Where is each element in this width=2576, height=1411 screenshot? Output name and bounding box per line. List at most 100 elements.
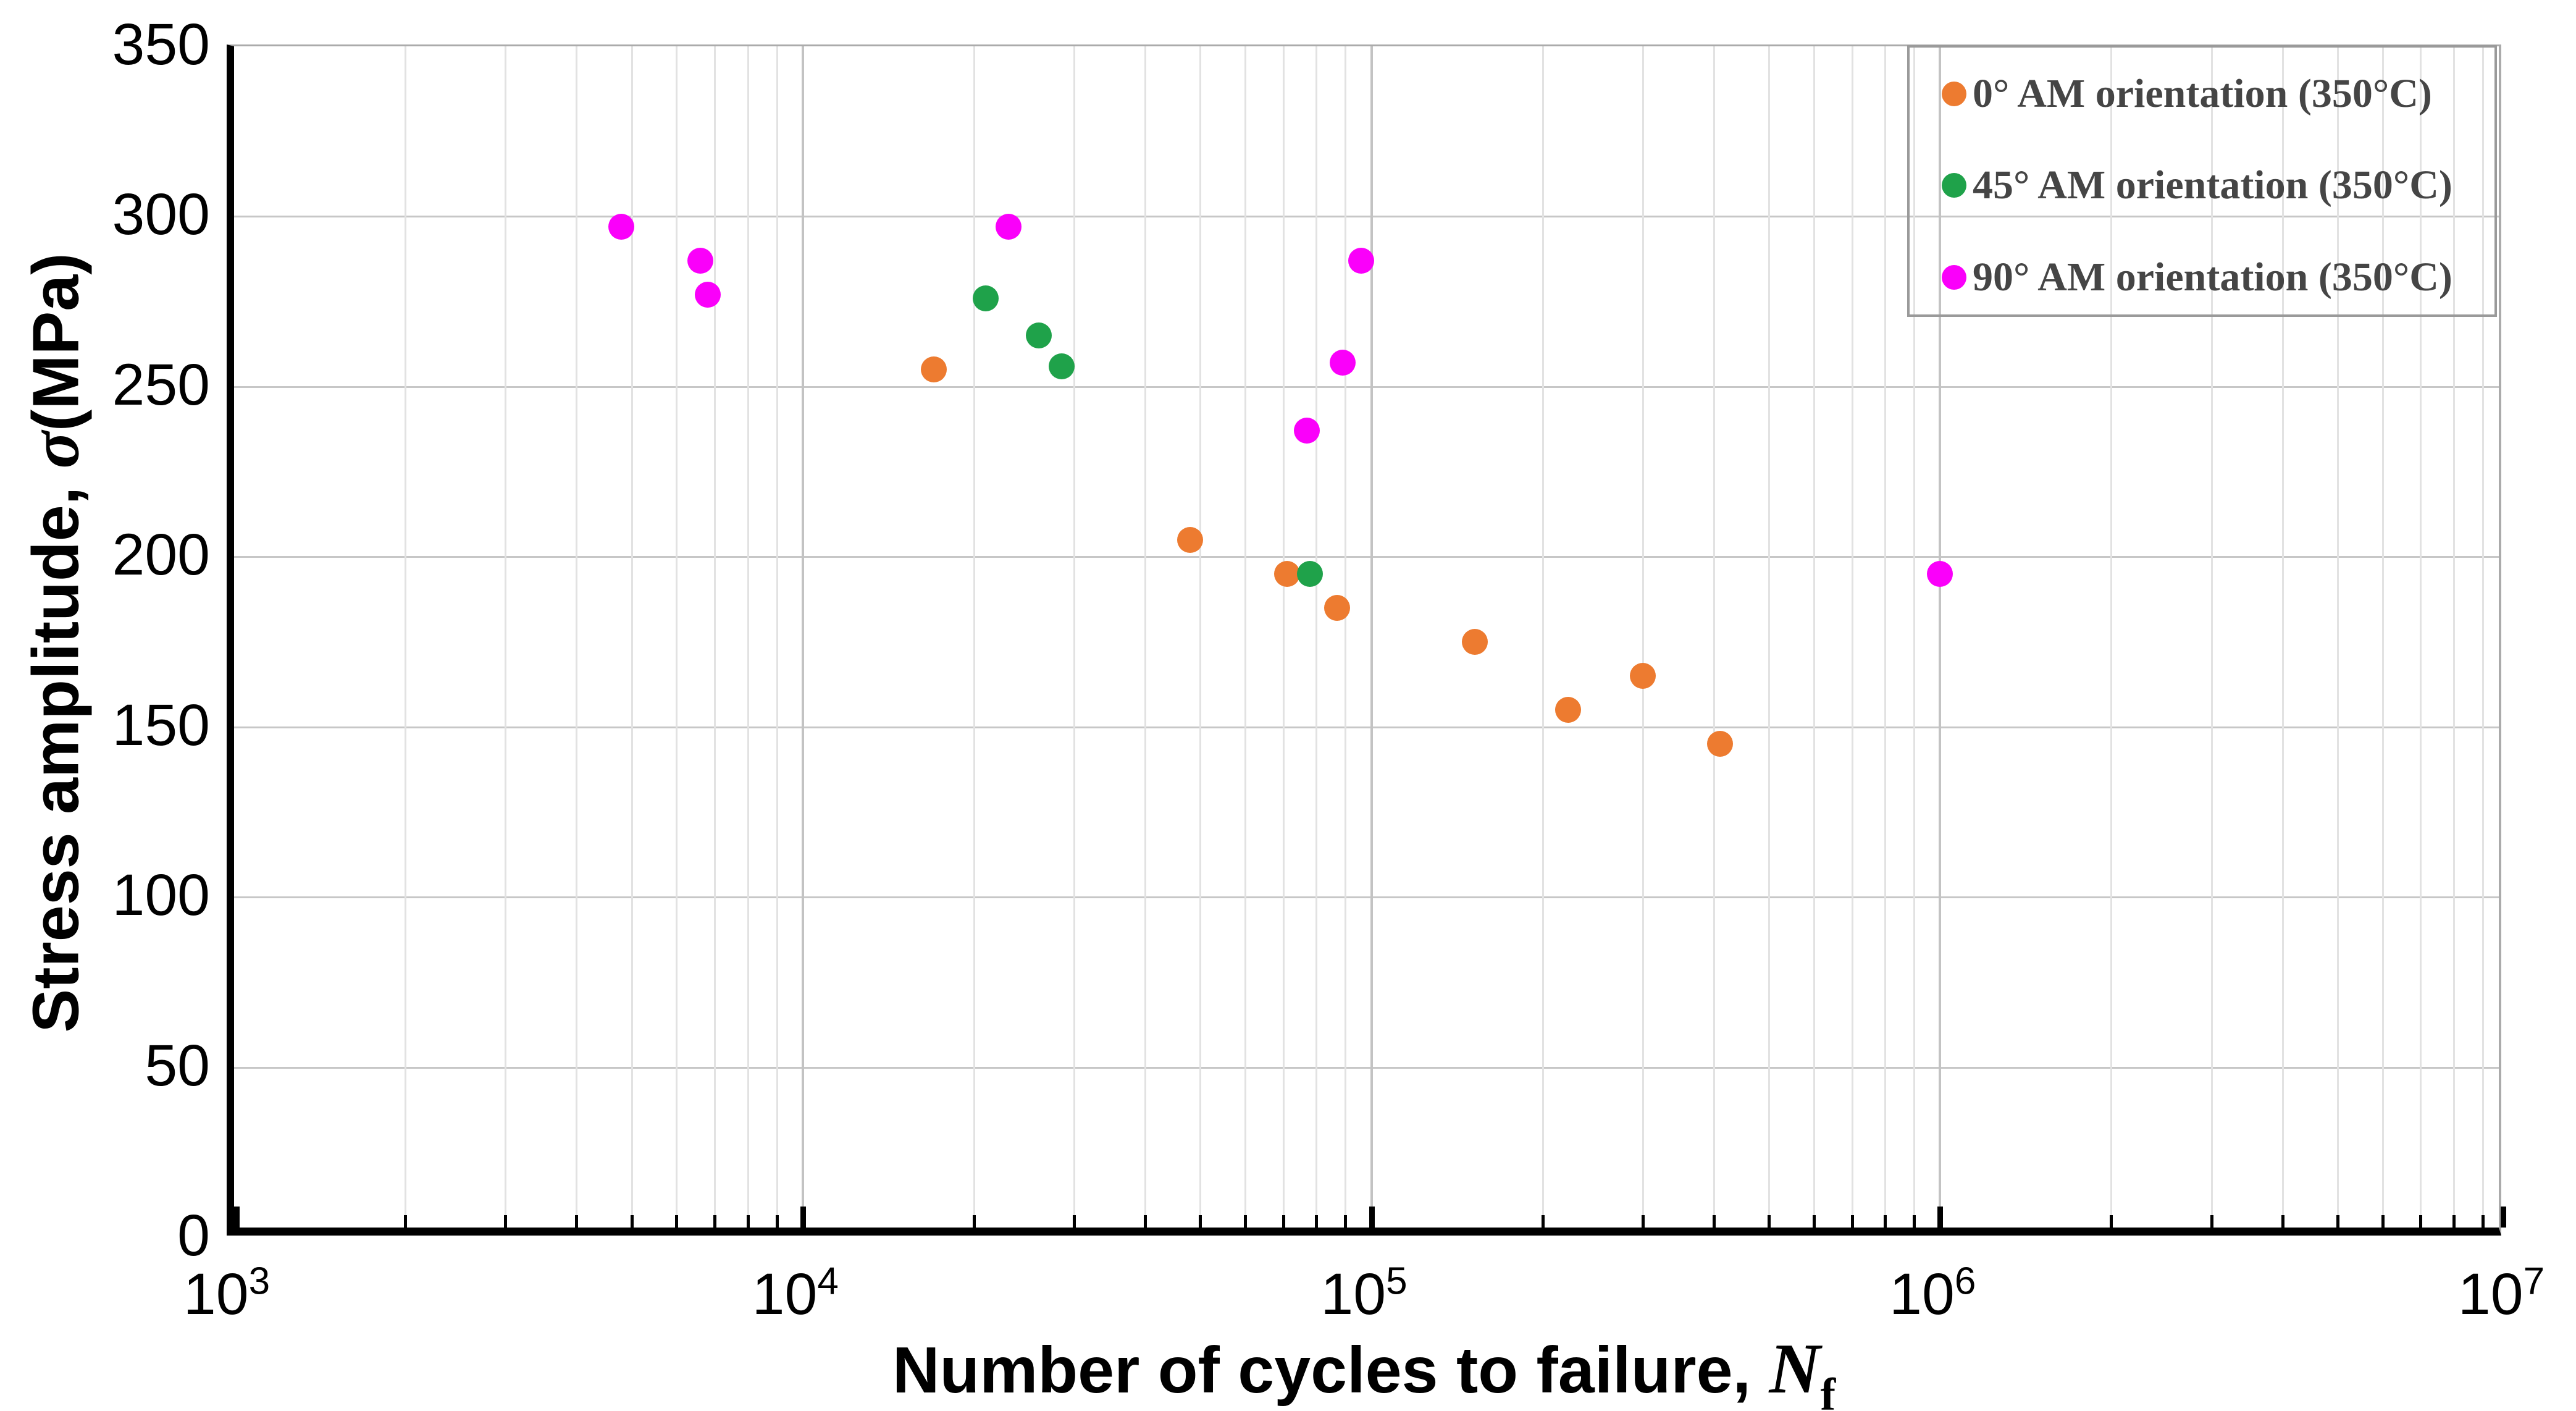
x-minor-tick	[2281, 1215, 2284, 1228]
x-minor-tick	[1282, 1215, 1285, 1228]
data-point-series0	[920, 356, 947, 383]
data-point-series2	[1348, 248, 1375, 274]
x-minor-tick	[1315, 1215, 1319, 1228]
gridline-x-7e4	[1282, 46, 1285, 1228]
gridline-x-2e5	[1542, 46, 1544, 1228]
x-minor-tick	[2481, 1215, 2485, 1228]
data-point-series2	[608, 213, 635, 240]
x-minor-tick	[1541, 1215, 1545, 1228]
legend-label-90deg: 90° AM orientation (350°C)	[1973, 255, 2452, 300]
gridline-y-300	[234, 216, 2499, 218]
x-major-tick-1e5	[1369, 1207, 1375, 1228]
gridline-x-3e6	[2210, 46, 2213, 1228]
gridline-y-200	[234, 556, 2499, 558]
gridline-x-3e3	[505, 46, 507, 1228]
data-point-series0	[1555, 697, 1582, 723]
data-point-series1	[1297, 560, 1324, 587]
gridline-y-250	[234, 385, 2499, 388]
x-axis-title-text: Number of cycles to failure,	[892, 1334, 1769, 1407]
gridline-x-7e3	[714, 46, 716, 1228]
data-point-series0	[1177, 526, 1203, 553]
data-point-series2	[694, 282, 721, 308]
data-point-series1	[1048, 353, 1075, 379]
data-point-series1	[1025, 322, 1052, 349]
y-tick-label-200: 200	[112, 522, 210, 588]
data-point-series0	[1629, 663, 1656, 689]
x-minor-tick	[972, 1215, 976, 1228]
gridline-x-4e6	[2281, 46, 2284, 1228]
y-tick-label-300: 300	[112, 182, 210, 248]
x-minor-tick	[575, 1215, 579, 1228]
x-minor-tick	[504, 1215, 508, 1228]
gridline-x-8e3	[747, 46, 749, 1228]
gridline-x-7e6	[2420, 46, 2422, 1228]
y-axis-title-text: Stress amplitude,	[19, 468, 93, 1033]
data-point-series2	[995, 213, 1022, 240]
x-tick-label-1e3: 103	[183, 1260, 271, 1327]
x-minor-tick	[713, 1215, 717, 1228]
x-major-tick-1e3	[234, 1207, 240, 1228]
gridline-y-150	[234, 726, 2499, 728]
gridline-y-50	[234, 1066, 2499, 1069]
x-minor-tick	[1144, 1215, 1147, 1228]
y-axis-title-symbol: σ	[17, 431, 94, 469]
gridline-x-9e3	[776, 46, 778, 1228]
x-minor-tick	[746, 1215, 750, 1228]
gridline-x-3e5	[1642, 46, 1644, 1228]
gridline-x-7e5	[1851, 46, 1853, 1228]
gridline-x-1e4	[801, 46, 804, 1228]
gridline-x-5e3	[631, 46, 633, 1228]
data-point-series0	[1324, 594, 1350, 621]
x-minor-tick	[1344, 1215, 1348, 1228]
gridline-x-4e3	[576, 46, 578, 1228]
data-point-series2	[687, 248, 713, 274]
gridline-x-9e6	[2482, 46, 2484, 1228]
legend-item: 90° AM orientation (350°C)	[1942, 255, 2452, 300]
y-axis-title-unit: (MPa)	[19, 253, 93, 432]
data-point-series0	[1273, 560, 1300, 587]
x-axis-title-symbol: N	[1769, 1329, 1821, 1408]
x-minor-tick	[675, 1215, 679, 1228]
x-tick-label-1e7: 107	[2457, 1260, 2545, 1327]
legend-label-0deg: 0° AM orientation (350°C)	[1973, 71, 2432, 116]
x-tick-label-1e5: 105	[1320, 1260, 1408, 1327]
x-minor-tick	[1641, 1215, 1645, 1228]
legend-label-45deg: 45° AM orientation (350°C)	[1973, 162, 2452, 208]
y-tick-label-50: 50	[145, 1032, 210, 1098]
x-minor-tick	[2336, 1215, 2339, 1228]
x-minor-tick	[1244, 1215, 1248, 1228]
gridline-x-1e5	[1370, 46, 1373, 1228]
gridline-x-6e3	[676, 46, 678, 1228]
x-major-tick-1e4	[800, 1207, 806, 1228]
x-minor-tick	[2419, 1215, 2423, 1228]
x-minor-tick	[1850, 1215, 1854, 1228]
legend-marker-45deg	[1942, 173, 1966, 198]
legend-marker-90deg	[1942, 265, 1966, 290]
legend-marker-0deg	[1942, 82, 1966, 106]
gridline-x-4e5	[1713, 46, 1715, 1228]
gridline-x-9e5	[1913, 46, 1916, 1228]
x-minor-tick	[775, 1215, 779, 1228]
y-tick-label-0: 0	[177, 1203, 210, 1268]
legend: 0° AM orientation (350°C) 45° AM orienta…	[1907, 45, 2497, 317]
legend-item: 45° AM orientation (350°C)	[1942, 162, 2452, 208]
x-minor-tick	[404, 1215, 408, 1228]
x-minor-tick	[1199, 1215, 1202, 1228]
x-tick-label-1e4: 104	[752, 1260, 839, 1327]
x-major-tick-1e6	[1937, 1207, 1944, 1228]
data-point-series1	[973, 285, 999, 311]
x-tick-label-1e6: 106	[1889, 1260, 1976, 1327]
data-point-series0	[1706, 731, 1733, 757]
y-axis-title: Stress amplitude, σ(MPa)	[16, 118, 96, 1168]
gridline-x-5e6	[2336, 46, 2339, 1228]
y-tick-label-250: 250	[112, 352, 210, 418]
x-axis-title-subscript: f	[1820, 1370, 1836, 1411]
y-tick-label-350: 350	[112, 12, 210, 77]
x-major-tick-1e7	[2501, 1207, 2506, 1228]
gridline-x-1e6	[1939, 46, 1942, 1228]
gridline-x-8e5	[1884, 46, 1887, 1228]
gridline-x-6e4	[1244, 46, 1247, 1228]
gridline-x-4e4	[1144, 46, 1147, 1228]
gridline-x-2e4	[973, 46, 975, 1228]
